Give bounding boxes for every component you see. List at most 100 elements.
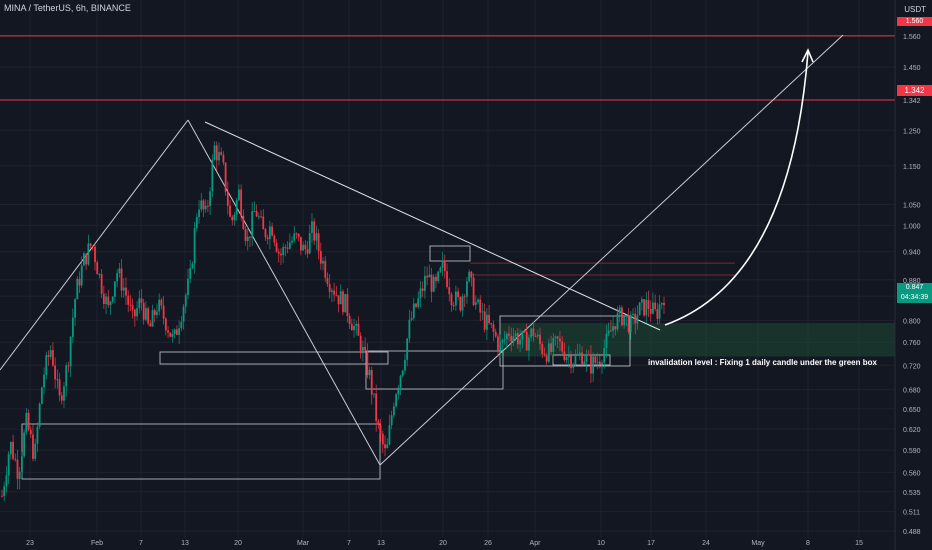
candle-body — [658, 304, 661, 319]
candle-body — [472, 277, 475, 305]
projection-arrow — [664, 51, 809, 326]
candle-body — [353, 325, 355, 331]
candle-body — [660, 302, 663, 305]
candle-body — [107, 296, 110, 306]
candle-body — [470, 271, 473, 278]
price-axis: 1.560 1.450 1.342 1.250 1.150 1.050 1.000 0.940… — [894, 0, 921, 550]
candle-body — [412, 303, 415, 318]
candle-body — [211, 159, 214, 192]
candle-body — [647, 299, 650, 309]
candle-body — [556, 336, 559, 339]
candle-body — [359, 335, 362, 354]
candle-body — [492, 324, 495, 332]
candle-body — [618, 307, 621, 314]
candle-body — [326, 277, 329, 285]
chart-title: MINA / TetherUS, 6h, BINANCE — [4, 3, 131, 13]
candle-body — [96, 262, 99, 275]
candle-body — [131, 305, 134, 310]
candle-body — [158, 299, 161, 312]
candle-body — [614, 326, 617, 330]
candle-body — [60, 395, 63, 401]
candle-body — [634, 313, 637, 324]
candle-body — [410, 317, 413, 320]
candle-body — [85, 253, 88, 265]
candle-body — [273, 235, 276, 243]
candle-body — [654, 302, 657, 310]
x-tick-label: Feb — [91, 540, 103, 547]
candle-body — [91, 245, 94, 247]
candle-body — [638, 302, 641, 316]
candle-body — [114, 281, 116, 297]
candle-body — [78, 278, 81, 286]
candle-body — [361, 346, 364, 354]
candle-body — [238, 189, 240, 201]
green-support-zone — [500, 323, 895, 357]
candle-body — [16, 459, 19, 479]
candle-body — [282, 247, 285, 256]
candle-body — [38, 403, 41, 427]
candle-body — [494, 331, 497, 337]
candle-body — [521, 331, 524, 340]
candle-body — [324, 260, 327, 278]
x-tick-label: May — [751, 540, 765, 547]
candle-body — [443, 260, 446, 272]
candle-body — [251, 211, 254, 238]
candle-body — [182, 306, 185, 322]
candle-body — [570, 355, 572, 368]
candle-body — [601, 362, 603, 365]
candle-body — [432, 276, 435, 292]
candle-body — [563, 351, 566, 360]
candle-body — [109, 301, 112, 306]
arrow-head — [801, 48, 814, 63]
candle-body — [417, 298, 420, 307]
candle-body — [459, 297, 462, 311]
candle-body — [311, 221, 313, 233]
candle-body — [275, 242, 278, 252]
candle-body — [27, 412, 30, 430]
candle-body — [550, 343, 552, 353]
candle-body — [54, 365, 57, 380]
candle-body — [291, 240, 293, 243]
candle-body — [446, 271, 448, 288]
candle-body — [153, 310, 156, 316]
candle-body — [645, 299, 648, 316]
candle-body — [406, 338, 409, 360]
candle-body — [384, 444, 386, 449]
candle-body — [257, 216, 260, 218]
candle-body — [519, 339, 521, 345]
y-tick-label: 0.650 — [903, 407, 921, 414]
candle-body — [401, 370, 404, 376]
candle-body — [244, 229, 247, 242]
candle-body — [532, 328, 535, 336]
candle-body — [133, 309, 136, 317]
x-tick-label: 7 — [347, 540, 351, 547]
y-tick-label: 0.590 — [903, 448, 921, 455]
candle-body — [7, 454, 10, 476]
x-tick-label: 17 — [647, 540, 655, 547]
candle-body — [428, 274, 431, 278]
candle-body — [510, 335, 513, 342]
candle-body — [590, 354, 592, 374]
candle-body — [80, 265, 83, 286]
current-price-badge: 0.847 04:34:39 — [897, 283, 932, 303]
candle-body — [255, 210, 258, 217]
candle-body — [169, 332, 172, 337]
candle-body — [116, 273, 119, 282]
candle-body — [229, 205, 231, 217]
candle-body — [607, 330, 610, 334]
candle-body — [523, 331, 526, 333]
y-tick-label: 0.535 — [903, 490, 921, 497]
candle-body — [368, 370, 371, 376]
candle-body — [5, 475, 8, 487]
candle-body — [335, 294, 338, 296]
candle-body — [381, 433, 384, 445]
candle-body — [29, 429, 32, 435]
candle-body — [280, 253, 282, 256]
candle-body — [140, 298, 143, 303]
candle-body — [207, 205, 209, 207]
candle-body — [173, 329, 176, 334]
candle-body — [479, 299, 482, 313]
candle-body — [178, 328, 181, 335]
candle-body — [441, 260, 444, 268]
